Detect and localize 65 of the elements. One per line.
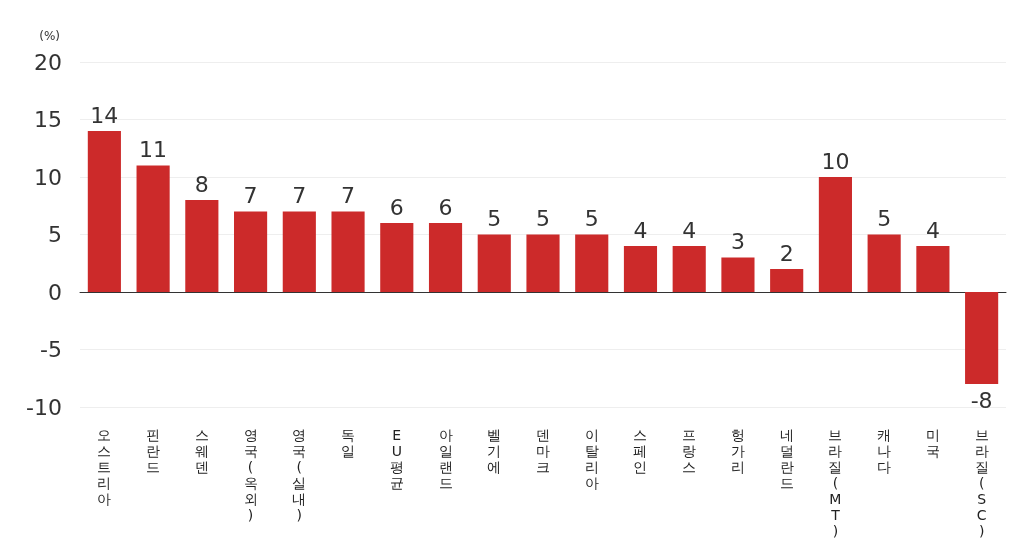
data-label: 14 — [90, 102, 119, 128]
data-label: 7 — [341, 183, 356, 208]
bar — [672, 246, 706, 292]
bar — [916, 246, 950, 292]
data-label: 5 — [584, 206, 599, 231]
y-tick-label: 5 — [48, 222, 62, 247]
data-label: 8 — [194, 171, 209, 197]
bar — [380, 223, 414, 292]
data-label: 10 — [821, 148, 850, 174]
x-tick-label: 오스트리아 — [97, 427, 112, 507]
data-label: 2 — [779, 240, 794, 266]
data-label: 5 — [877, 206, 892, 231]
y-tick-label: 20 — [34, 49, 62, 75]
bar — [87, 131, 121, 292]
x-tick-label: 독일 — [341, 427, 356, 459]
bar — [721, 257, 755, 292]
x-tick-label: 미국 — [925, 427, 940, 459]
data-label: 4 — [633, 217, 648, 243]
x-tick-label: 브라질(SC) — [974, 427, 989, 539]
bar — [623, 246, 658, 292]
data-label: 4 — [682, 217, 697, 243]
data-label: 6 — [438, 194, 453, 220]
bar — [185, 200, 219, 292]
y-axis-title: (%) — [39, 29, 60, 43]
bar — [526, 234, 560, 292]
y-tick-label: 10 — [34, 164, 62, 190]
x-tick-label: 스웨덴 — [194, 427, 209, 475]
x-tick-label: 캐나다 — [877, 427, 892, 475]
x-tick-label: 네덜란드 — [779, 427, 794, 491]
x-tick-label: 벨기에 — [487, 427, 502, 475]
x-tick-label: 아일랜드 — [438, 427, 453, 491]
bar — [136, 165, 170, 292]
x-tick-label: 브라질(MT) — [828, 427, 843, 539]
y-tick-label: 0 — [48, 279, 62, 305]
bar — [282, 211, 316, 292]
x-tick-label: 스페인 — [633, 427, 648, 475]
x-tick-label: EU평균 — [389, 427, 404, 491]
bar — [965, 292, 999, 384]
bar — [331, 211, 365, 292]
x-tick-label: 영국(실내) — [292, 427, 307, 523]
bar — [428, 223, 463, 292]
y-tick-label: -5 — [40, 337, 62, 362]
bar — [234, 211, 268, 292]
x-tick-label: 프랑스 — [682, 427, 697, 475]
x-tick-label: 이탈리아 — [584, 427, 599, 491]
data-label: 11 — [139, 137, 168, 162]
data-label: 7 — [292, 183, 307, 208]
data-label: 5 — [536, 206, 550, 231]
bar — [477, 234, 511, 292]
bar — [770, 269, 804, 292]
data-label: 7 — [243, 183, 258, 208]
bar — [818, 177, 852, 292]
data-label: 5 — [487, 206, 502, 231]
x-tick-label: 헝가리 — [730, 427, 745, 475]
y-tick-label: -10 — [26, 394, 62, 420]
bar — [867, 234, 901, 292]
y-tick-label: 15 — [34, 107, 62, 132]
data-label: 6 — [389, 194, 404, 220]
data-label: 3 — [730, 229, 745, 254]
x-tick-label: 덴마크 — [536, 427, 550, 475]
data-label: -8 — [970, 387, 993, 413]
bar — [575, 234, 609, 292]
x-tick-label: 영국(옥외) — [243, 427, 258, 523]
x-tick-label: 핀란드 — [146, 427, 161, 475]
data-label: 4 — [925, 217, 940, 243]
